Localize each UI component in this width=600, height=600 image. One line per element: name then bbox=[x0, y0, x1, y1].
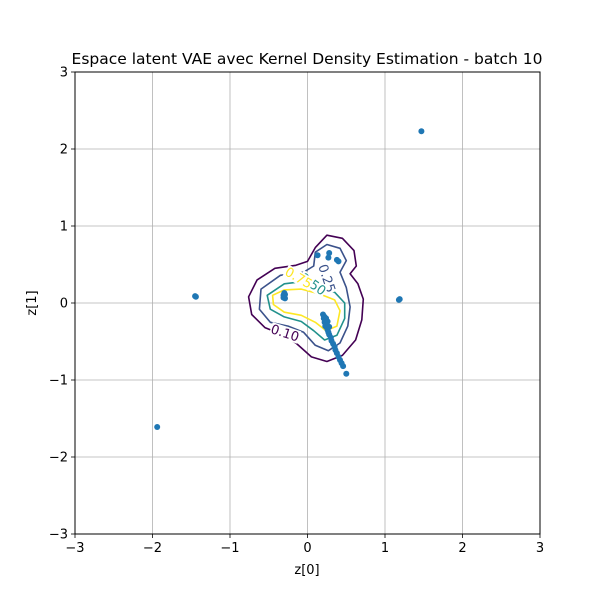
data-point bbox=[343, 370, 350, 377]
y-axis-label: z[1] bbox=[25, 290, 40, 315]
y-tick-label: −2 bbox=[49, 451, 68, 466]
data-point bbox=[314, 252, 321, 259]
data-point bbox=[326, 323, 333, 330]
y-tick-label: 2 bbox=[60, 143, 68, 158]
y-tick-label: −3 bbox=[49, 528, 68, 543]
scatter-points bbox=[154, 128, 425, 430]
tick-layer: −3 −2 −1 0 1 2 3 −3 −2 −1 0 1 2 3 bbox=[49, 66, 544, 557]
data-point bbox=[154, 424, 161, 430]
chart-title: Espace latent VAE avec Kernel Density Es… bbox=[72, 50, 543, 68]
x-tick-label: 0 bbox=[303, 541, 311, 556]
contour-label-background bbox=[316, 262, 338, 295]
contour-label-background bbox=[268, 322, 302, 344]
x-tick-label: 2 bbox=[458, 541, 466, 556]
x-tick-label: −1 bbox=[220, 541, 239, 556]
x-tick-label: 3 bbox=[536, 541, 544, 556]
contour-layer bbox=[247, 234, 365, 363]
contour-label-layer: 0.100.250.500.75 bbox=[268, 262, 338, 346]
data-point bbox=[395, 296, 402, 303]
data-point bbox=[325, 254, 332, 261]
x-tick-label: −2 bbox=[143, 541, 162, 556]
x-axis-label: z[0] bbox=[294, 563, 319, 578]
y-tick-label: 3 bbox=[60, 66, 68, 81]
x-tick-label: −3 bbox=[65, 541, 84, 556]
x-tick-label: 1 bbox=[381, 541, 389, 556]
data-point bbox=[340, 363, 347, 370]
y-tick-label: −1 bbox=[49, 374, 68, 389]
grid-layer bbox=[74, 71, 541, 535]
data-point bbox=[326, 250, 333, 256]
y-tick-label: 0 bbox=[60, 297, 68, 312]
data-point bbox=[418, 128, 425, 135]
y-tick-label: 1 bbox=[60, 220, 68, 235]
contour-label-background bbox=[282, 264, 315, 291]
data-point bbox=[280, 292, 287, 299]
contour-0-10 bbox=[247, 234, 365, 363]
data-point bbox=[335, 258, 342, 265]
data-point bbox=[192, 293, 199, 300]
contour-label: 0.10 bbox=[269, 322, 301, 345]
